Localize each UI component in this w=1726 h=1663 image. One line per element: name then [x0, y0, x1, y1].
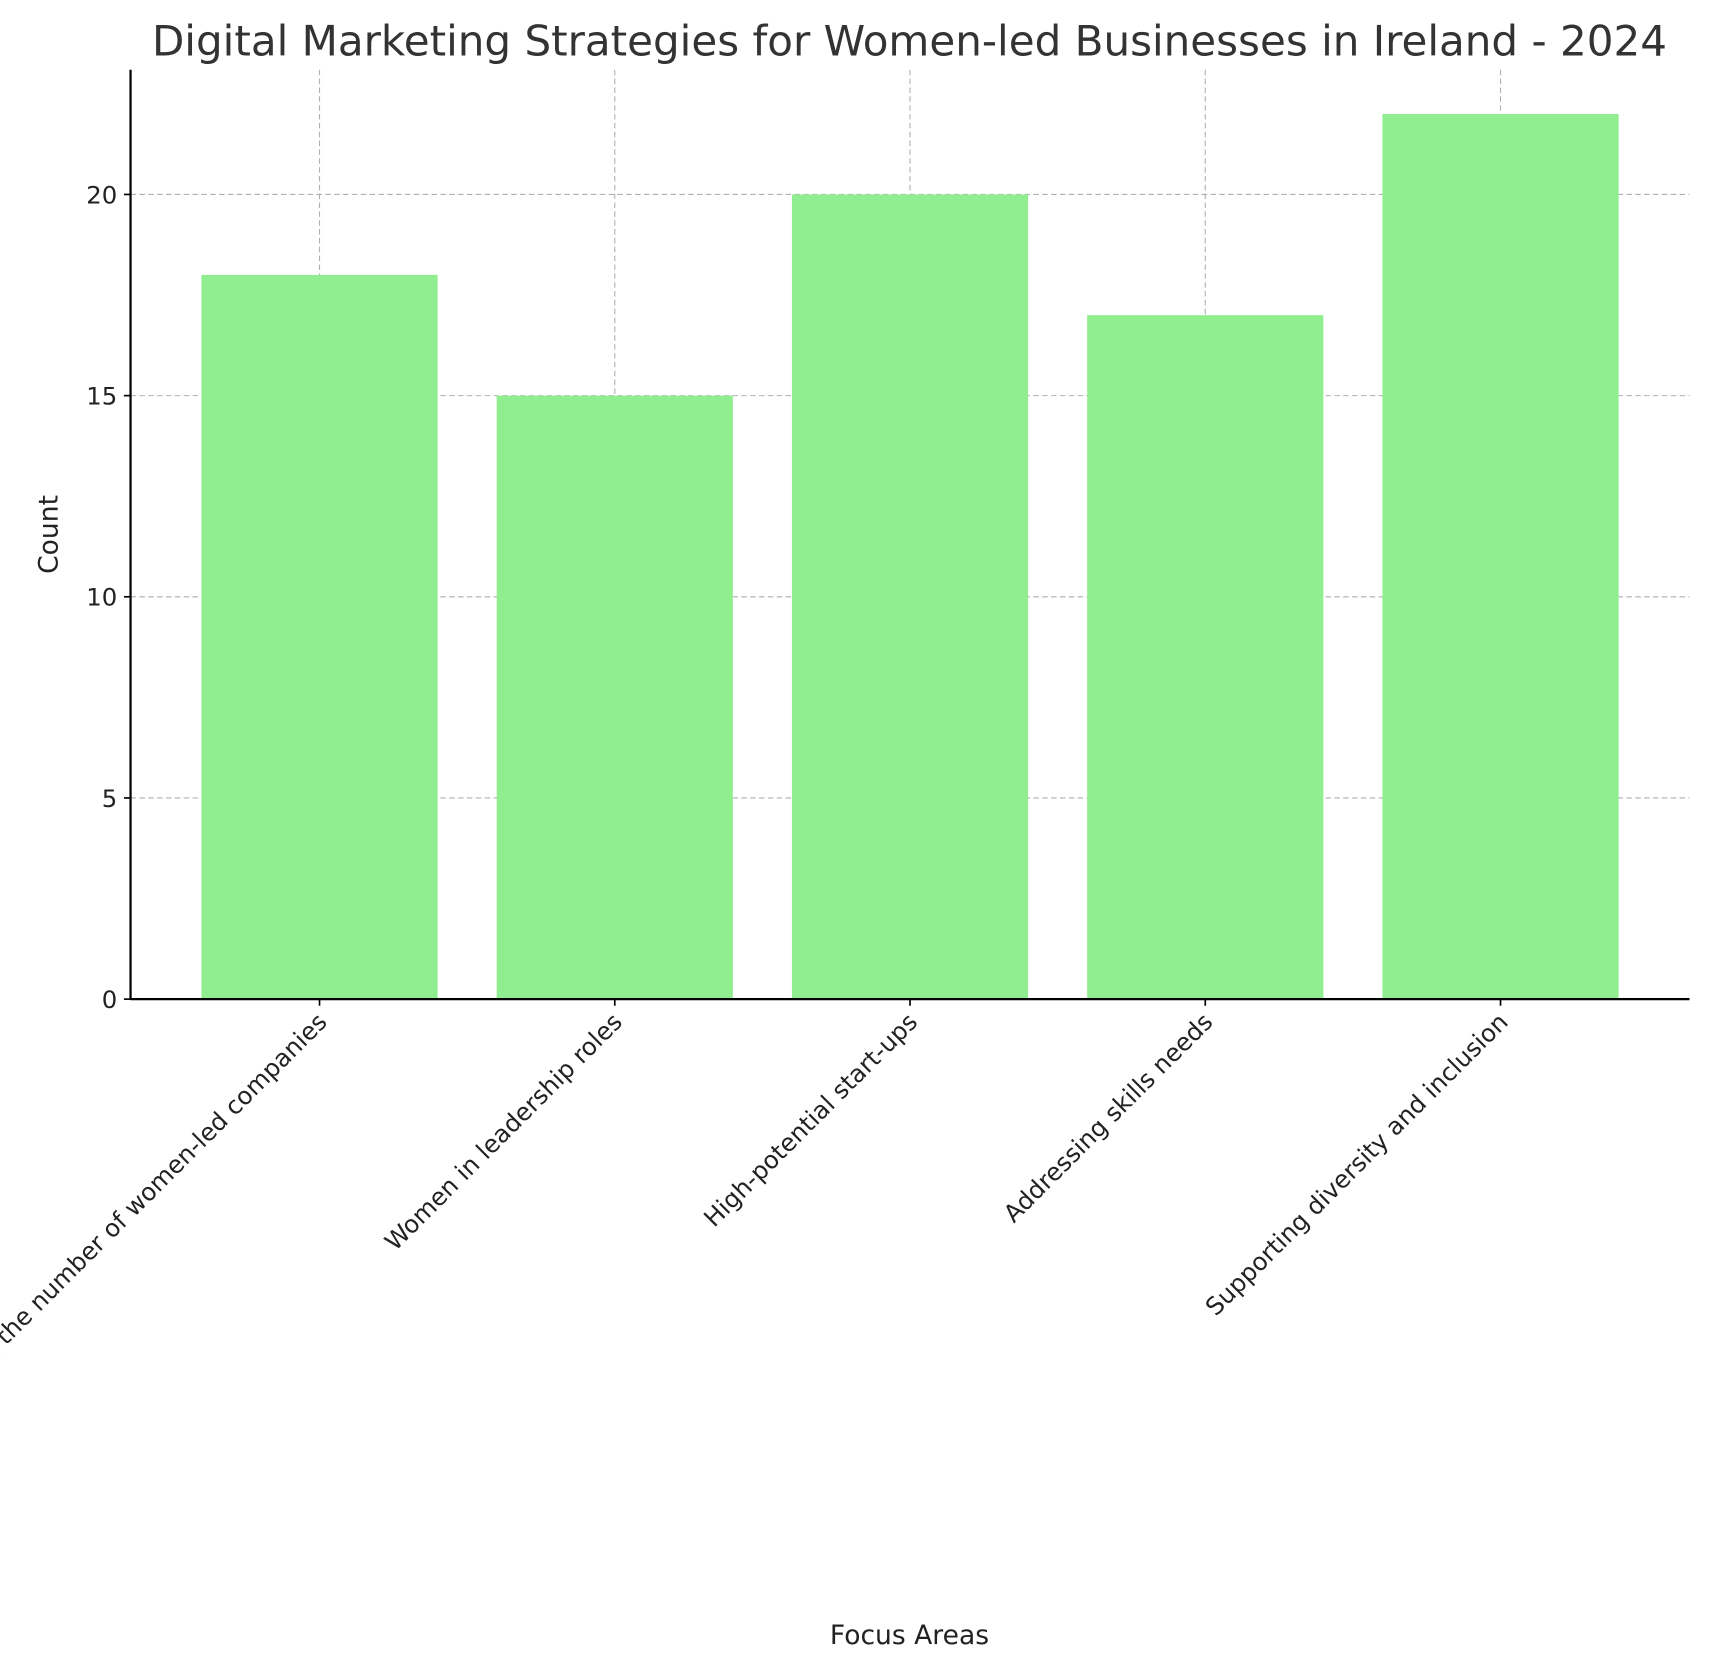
bar	[201, 274, 438, 1000]
bar	[791, 194, 1029, 1000]
y-tick-label: 20	[86, 180, 117, 209]
x-tick-label: Women in leadership roles	[379, 1007, 628, 1256]
y-tick-label: 15	[86, 381, 117, 410]
y-tick-label: 0	[102, 985, 117, 1014]
chart-title: Digital Marketing Strategies for Women-l…	[152, 16, 1667, 65]
bar	[1087, 315, 1324, 1000]
y-axis-label: Count	[34, 495, 65, 574]
x-tick-label: Increasing the number of women-led compa…	[0, 1007, 333, 1444]
bar	[496, 395, 733, 1000]
x-tick-label: High-potential start-ups	[698, 1007, 923, 1232]
y-tick-label: 5	[102, 784, 117, 813]
x-axis-label: Focus Areas	[830, 1620, 989, 1651]
y-tick-label: 10	[86, 583, 117, 612]
x-tick-label: Addressing skills needs	[998, 1007, 1219, 1228]
x-tick-label: Supporting diversity and inclusion	[1200, 1007, 1514, 1321]
bar	[1382, 113, 1619, 1000]
